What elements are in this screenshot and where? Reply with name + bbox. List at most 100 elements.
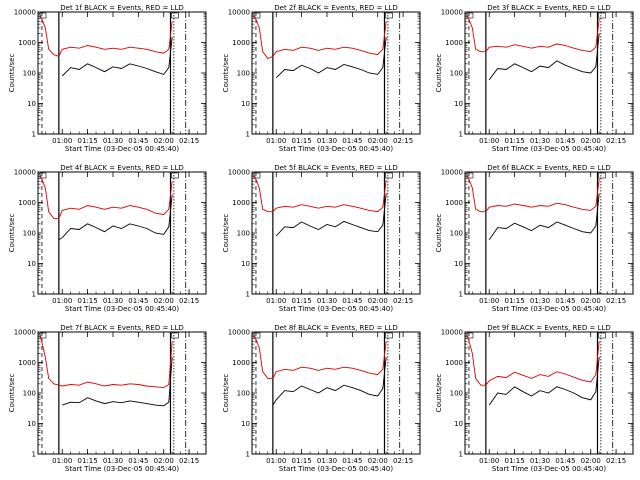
x-tick-label: 01:45 (128, 137, 148, 145)
y-tick-label: 100 (237, 390, 250, 398)
x-tick-label: 02:15 (393, 457, 413, 465)
corner-marker-right (171, 172, 179, 179)
x-tick-label: 02:15 (179, 297, 199, 305)
y-axis-label: Counts/sec (222, 54, 230, 93)
chart-panel-3: Det 3f BLACK = Events, RED = LLD 1 10 100 10… (435, 4, 634, 153)
y-tick-label: 10 (241, 100, 250, 108)
y-tick-label: 1 (246, 131, 250, 139)
x-axis-label: Start Time (03-Dec-05 00:45:40) (65, 465, 179, 473)
y-tick-label: 10 (241, 260, 250, 268)
y-axis-label: Counts/sec (222, 374, 230, 413)
x-tick-label: 02:00 (368, 457, 388, 465)
x-tick-label: 01:00 (479, 457, 499, 465)
y-tick-label: 10 (241, 420, 250, 428)
y-axis-label: Counts/sec (435, 54, 443, 93)
corner-marker-right (598, 332, 606, 339)
chart-panel-4: Det 4f BLACK = Events, RED = LLD 1 10 100 10… (8, 164, 207, 313)
x-tick-label: 01:15 (292, 297, 312, 305)
plot-frame (251, 171, 421, 295)
plot-frame (251, 331, 421, 455)
plot-frame (37, 331, 207, 455)
x-tick-label: 02:15 (179, 457, 199, 465)
y-tick-label: 10000 (14, 329, 36, 337)
y-tick-label: 1 (32, 291, 36, 299)
y-tick-label: 1 (459, 451, 463, 459)
corner-marker-right (171, 12, 179, 19)
x-tick-label: 01:45 (342, 137, 362, 145)
y-tick-label: 100 (450, 390, 463, 398)
series-line-lld (39, 14, 173, 57)
series-line-lld (39, 174, 173, 219)
series-line-lld (253, 14, 387, 59)
y-axis-label: Counts/sec (8, 214, 16, 253)
x-tick-label: 02:15 (606, 297, 626, 305)
y-axis-label: Counts/sec (222, 214, 230, 253)
y-tick-label: 10 (27, 260, 36, 268)
x-tick-label: 01:45 (555, 457, 575, 465)
y-tick-label: 1 (246, 291, 250, 299)
x-tick-label: 01:15 (78, 457, 98, 465)
y-tick-label: 100 (450, 230, 463, 238)
x-tick-label: 01:15 (505, 457, 525, 465)
y-axis-label: Counts/sec (435, 214, 443, 253)
y-tick-label: 1 (459, 131, 463, 139)
series-line-lld (466, 174, 600, 213)
y-tick-label: 1000 (445, 199, 463, 207)
x-tick-label: 01:00 (266, 137, 286, 145)
y-tick-label: 1000 (445, 359, 463, 367)
series-line-lld (466, 334, 600, 386)
chart-title: Det 7f BLACK = Events, RED = LLD (60, 324, 183, 332)
series-line-lld (466, 14, 600, 53)
chart-panel-2: Det 2f BLACK = Events, RED = LLD 1 10 100 10… (222, 4, 421, 153)
y-tick-label: 1000 (18, 39, 36, 47)
series-line-events (62, 357, 173, 407)
y-tick-label: 1000 (232, 359, 250, 367)
corner-marker-left (39, 172, 47, 179)
y-tick-label: 100 (23, 390, 36, 398)
chart-panel-6: Det 6f BLACK = Events, RED = LLD 1 10 100 10… (435, 164, 634, 313)
x-tick-label: 01:30 (317, 457, 337, 465)
x-tick-label: 02:00 (368, 137, 388, 145)
y-tick-label: 10000 (14, 9, 36, 17)
y-tick-label: 10000 (441, 9, 463, 17)
chart-panel-8: Det 8f BLACK = Events, RED = LLD 1 10 100 10… (222, 324, 421, 473)
x-tick-label: 01:30 (103, 137, 123, 145)
x-tick-label: 02:00 (154, 457, 174, 465)
chart-panel-7: Det 7f BLACK = Events, RED = LLD 1 10 100 10… (8, 324, 207, 473)
y-tick-label: 100 (23, 70, 36, 78)
corner-marker-right (598, 172, 606, 179)
x-tick-label: 01:00 (479, 137, 499, 145)
series-line-events (488, 357, 600, 406)
x-tick-label: 01:45 (555, 297, 575, 305)
corner-marker-right (598, 12, 606, 19)
chart-title: Det 3f BLACK = Events, RED = LLD (487, 4, 610, 12)
corner-marker-right (171, 332, 179, 339)
x-tick-label: 01:00 (266, 457, 286, 465)
y-axis-label: Counts/sec (8, 54, 16, 93)
y-axis-label: Counts/sec (8, 374, 16, 413)
y-tick-label: 1000 (232, 39, 250, 47)
x-tick-label: 01:45 (342, 457, 362, 465)
x-tick-label: 01:00 (52, 297, 72, 305)
y-tick-label: 1000 (445, 39, 463, 47)
corner-marker-left (39, 12, 47, 19)
y-tick-label: 1000 (18, 199, 36, 207)
x-tick-label: 01:30 (103, 297, 123, 305)
y-tick-label: 100 (237, 70, 250, 78)
y-tick-label: 100 (237, 230, 250, 238)
chart-title: Det 5f BLACK = Events, RED = LLD (274, 164, 397, 172)
corner-marker-right (385, 12, 393, 19)
corner-marker-right (385, 332, 393, 339)
series-line-lld (253, 174, 387, 213)
x-tick-label: 01:15 (292, 457, 312, 465)
series-line-events (488, 193, 600, 241)
series-line-events (61, 37, 173, 77)
x-tick-label: 02:15 (606, 457, 626, 465)
plot-frame (464, 11, 634, 135)
x-axis-label: Start Time (03-Dec-05 00:45:40) (492, 145, 606, 153)
y-tick-label: 10000 (228, 9, 250, 17)
x-axis-label: Start Time (03-Dec-05 00:45:40) (492, 465, 606, 473)
x-tick-label: 01:00 (479, 297, 499, 305)
x-tick-label: 01:15 (78, 137, 98, 145)
